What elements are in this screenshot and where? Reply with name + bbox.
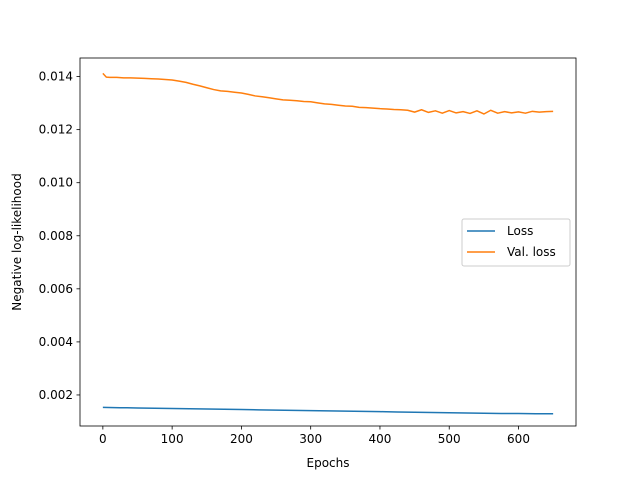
x-tick-label: 100 <box>161 432 184 446</box>
x-tick-label: 400 <box>369 432 392 446</box>
legend-label-1: Val. loss <box>507 245 556 259</box>
x-tick-label: 600 <box>507 432 530 446</box>
x-tick-label: 300 <box>299 432 322 446</box>
legend-label-0: Loss <box>507 224 533 238</box>
x-axis-ticks: 0 100 200 300 400 500 600 <box>99 426 530 446</box>
y-tick-label: 0.012 <box>39 123 73 137</box>
x-tick-label: 0 <box>99 432 107 446</box>
series-layer <box>102 72 554 415</box>
series-line-1 <box>102 72 554 115</box>
x-tick-label: 500 <box>438 432 461 446</box>
y-tick-label: 0.010 <box>39 176 73 190</box>
y-tick-label: 0.004 <box>39 335 73 349</box>
legend: Loss Val. loss <box>461 218 571 267</box>
y-tick-label: 0.002 <box>39 388 73 402</box>
x-axis-label: Epochs <box>307 456 350 470</box>
y-tick-label: 0.006 <box>39 282 73 296</box>
y-axis-label: Negative log-likelihood <box>10 173 24 310</box>
x-tick-label: 200 <box>230 432 253 446</box>
y-tick-label: 0.008 <box>39 229 73 243</box>
series-line-0 <box>102 406 554 415</box>
y-tick-label: 0.014 <box>39 70 73 84</box>
y-axis-ticks: 0.002 0.004 0.006 0.008 0.010 0.012 0.014 <box>39 70 80 402</box>
axes-frame <box>79 57 577 427</box>
